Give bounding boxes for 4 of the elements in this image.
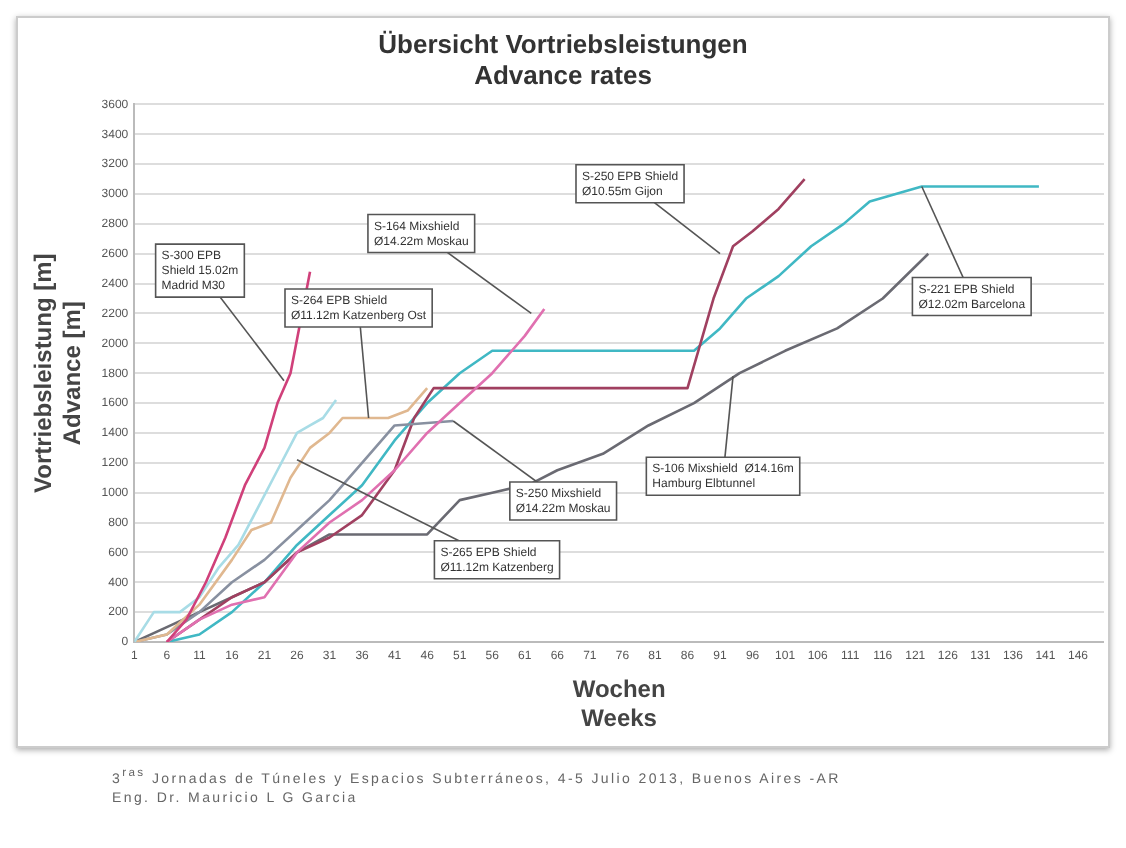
y-axis-title: Vortriebsleistung [m] Advance [m] [29, 253, 86, 493]
x-axis-title: Wochen Weeks [572, 675, 666, 733]
chart-title: Übersicht Vortriebsleistungen [378, 28, 748, 59]
chart-subtitle: Advance rates [474, 59, 652, 90]
